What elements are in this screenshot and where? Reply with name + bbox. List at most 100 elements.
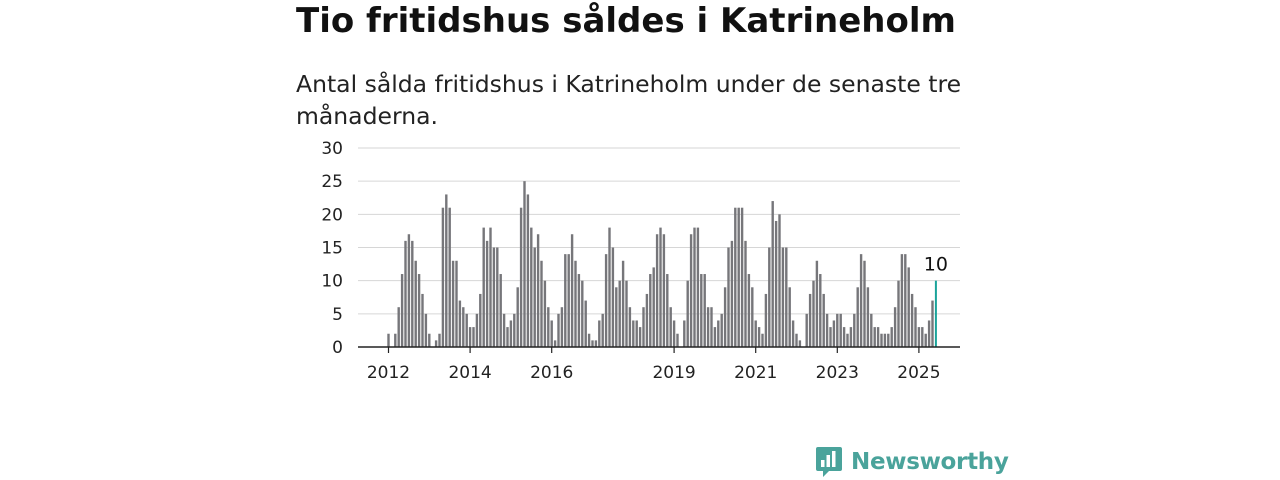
bar: [669, 307, 672, 347]
y-tick-label: 25: [321, 172, 343, 192]
data-labels: 10: [924, 254, 948, 276]
bar: [557, 313, 560, 347]
bar: [577, 274, 581, 347]
x-tick-label: 2023: [816, 363, 859, 383]
bar: [703, 274, 706, 347]
bar: [482, 227, 485, 347]
bar: [642, 307, 645, 347]
bar: [781, 247, 785, 347]
bar: [893, 307, 897, 347]
bar: [533, 247, 536, 347]
bar: [832, 320, 836, 347]
bar: [836, 313, 839, 347]
bar: [451, 260, 455, 347]
x-tick-label: 2016: [530, 363, 573, 383]
bar: [825, 313, 829, 347]
bar: [727, 247, 730, 347]
bar: [516, 287, 519, 347]
highlight-bar: [934, 280, 937, 347]
bar: [567, 254, 570, 347]
bar: [927, 320, 931, 347]
bar: [428, 333, 431, 347]
bar: [496, 247, 499, 347]
bar: [696, 227, 700, 347]
bar: [523, 181, 526, 347]
bar: [757, 327, 761, 347]
bar: [815, 260, 819, 347]
bar: [540, 260, 543, 347]
bar: [560, 307, 564, 347]
x-tick-label: 2021: [734, 363, 777, 383]
bar: [900, 254, 904, 347]
bar: [863, 260, 866, 347]
bar: [856, 287, 859, 347]
bar: [455, 260, 458, 347]
bar: [635, 320, 638, 347]
bar: [683, 320, 686, 347]
bar: [594, 340, 598, 347]
bar: [584, 300, 587, 347]
bar: [706, 307, 710, 347]
bar: [737, 207, 740, 347]
bar: [621, 260, 625, 347]
bar: [502, 313, 506, 347]
bar: [649, 274, 652, 347]
bar: [917, 327, 921, 347]
bar: [788, 287, 791, 347]
bar: [574, 260, 577, 347]
chart-subtitle: Antal sålda fritidshus i Katrineholm und…: [296, 70, 962, 130]
brand-logo: Newsworthy: [815, 446, 1009, 478]
bar: [421, 293, 424, 347]
bar: [747, 274, 751, 347]
y-tick-label: 30: [321, 139, 343, 159]
bar: [394, 333, 397, 347]
bar: [897, 280, 900, 347]
bar: [536, 234, 540, 347]
bar: [438, 333, 441, 347]
bar: [448, 207, 451, 347]
bar: [808, 293, 812, 347]
bar: [468, 327, 472, 347]
bar: [689, 234, 693, 347]
y-tick-label: 15: [321, 239, 343, 259]
bars: [387, 181, 937, 347]
y-tick-label: 20: [321, 205, 343, 225]
bar: [550, 320, 553, 347]
bar: [458, 300, 462, 347]
bar: [822, 293, 825, 347]
bar: [530, 227, 533, 347]
chart-title: Tio fritidshus såldes i Katrineholm: [296, 1, 956, 41]
bar: [876, 327, 880, 347]
bar: [445, 194, 448, 347]
x-tick-label: 2014: [448, 363, 491, 383]
bar: [846, 333, 849, 347]
bar: [615, 287, 618, 347]
bar: [407, 234, 411, 347]
y-tick-label: 10: [321, 272, 343, 292]
bar: [441, 207, 445, 347]
bar: [485, 240, 489, 347]
bar: [655, 234, 659, 347]
bar: [904, 254, 907, 347]
bar: [387, 333, 390, 347]
bar: [479, 293, 482, 347]
bar: [513, 313, 516, 347]
bar: [914, 307, 917, 347]
bar: [608, 227, 611, 347]
bar: [601, 313, 604, 347]
bar: [686, 280, 689, 347]
x-axis-ticks: 2012 2014 2016 2019 2021 2023 2025: [367, 347, 941, 383]
bar: [676, 333, 679, 347]
bar: [564, 254, 567, 347]
bar: [734, 207, 737, 347]
bar: [924, 333, 927, 347]
bar: [672, 320, 676, 347]
bar: [462, 307, 465, 347]
bar: [598, 320, 601, 347]
bar: [921, 327, 924, 347]
bar: [768, 247, 771, 347]
bar: [870, 313, 873, 347]
bar: [873, 327, 876, 347]
bar: [740, 207, 744, 347]
